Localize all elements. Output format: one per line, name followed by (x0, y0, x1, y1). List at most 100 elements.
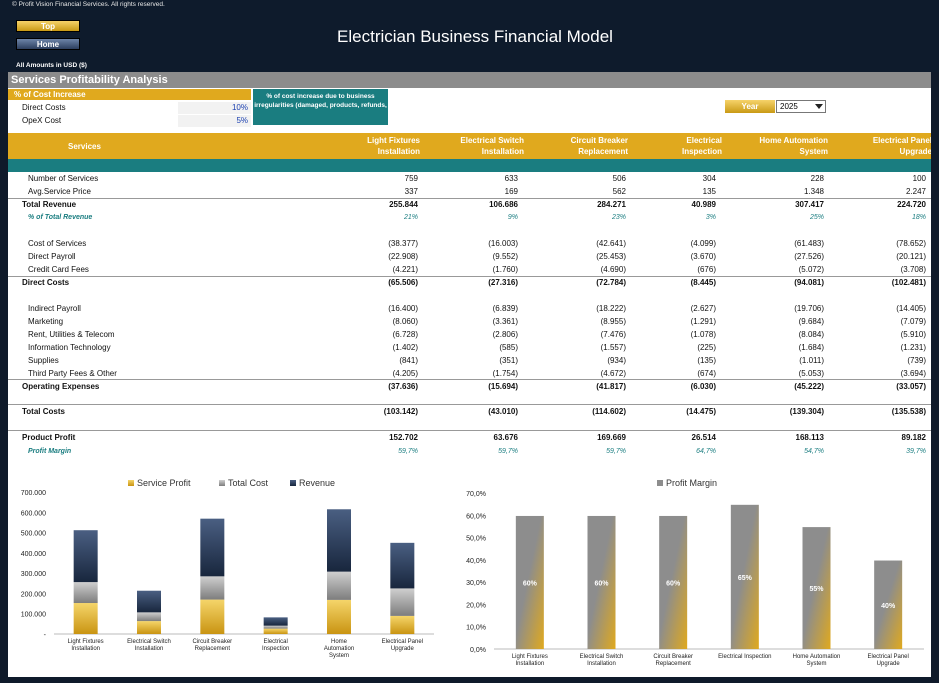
y-tick-label: 60,0% (466, 513, 486, 520)
bar-profit-margin (874, 560, 903, 649)
table-row: Indirect Payroll (16.400) (6.839) (18.222) (… (8, 303, 931, 315)
data-label: 40% (881, 603, 896, 610)
table-cell: (1.402) (392, 343, 418, 352)
table-cell: 337 (404, 187, 418, 196)
row-divider (8, 198, 931, 199)
table-row: Product Profit 152.702 63.676 169.669 26.514… (8, 432, 931, 444)
row-label: Total Revenue (22, 200, 77, 209)
column-header: Electrical Switch Installation (424, 135, 524, 157)
bar-total-cost (137, 612, 161, 622)
table-cell: (43.010) (488, 407, 518, 416)
table-cell: (8.445) (690, 278, 716, 287)
y-tick-label: 500.000 (21, 531, 46, 538)
table-cell: 106.686 (489, 200, 518, 209)
table-cell: (4.099) (690, 239, 716, 248)
table-cell: (6.030) (690, 382, 716, 391)
table-cell: (4.672) (600, 369, 626, 378)
table-cell: 304 (702, 174, 716, 183)
opex-cost-label: OpeX Cost (22, 116, 62, 125)
table-cell: 25% (809, 214, 824, 221)
x-tick-label: Electrical Switch (580, 654, 624, 660)
table-cell: (114.602) (592, 407, 626, 416)
bar-revenue (200, 518, 225, 577)
table-cell: (37.636) (388, 382, 418, 391)
column-header: Home Automation System (728, 135, 828, 157)
table-cell: (1.291) (690, 317, 716, 326)
profit-margin-chart: 0,0% 10,0% 20,0% 30,0% 40,0% 50,0% 60,0% 70,0% 6… (448, 472, 931, 677)
revenue-cost-chart: - 100.000 200.000 300.000 400.000 500.000 600.… (8, 472, 438, 677)
table-row: Number of Services 759 633 506 304 228 100 (8, 173, 931, 185)
x-tick-label: Installation (135, 646, 164, 652)
table-cell: 255.844 (389, 200, 418, 209)
row-label: Operating Expenses (22, 382, 100, 391)
legend-label: Service Profit (137, 478, 191, 488)
table-cell: (674) (697, 369, 716, 378)
table-row: Direct Costs (65.506) (27.316) (72.784) (8.4… (8, 277, 931, 289)
table-row: Third Party Fees & Other (4.205) (1.754) (4… (8, 368, 931, 380)
table-cell: 1.348 (803, 187, 824, 196)
table-cell: (1.078) (690, 330, 716, 339)
table-cell: (16.400) (388, 304, 418, 313)
worksheet: Services Profitability Analysis % of Cos… (8, 72, 931, 677)
x-tick-label: Replacement (195, 646, 231, 652)
table-cell: (1.557) (600, 343, 626, 352)
direct-costs-input[interactable]: 10% (178, 102, 251, 114)
table-cell: 169 (504, 187, 518, 196)
legend-label: Profit Margin (666, 478, 717, 488)
table-cell: (1.011) (799, 356, 824, 365)
home-button[interactable]: Home (16, 38, 80, 50)
x-tick-label: Circuit Breaker (653, 654, 693, 660)
table-row: Credit Card Fees (4.221) (1.760) (4.690) (67… (8, 264, 931, 276)
column-header: Light Fixtures Installation (320, 135, 420, 157)
year-dropdown[interactable]: 2025 (776, 100, 826, 113)
column-header-line2: Installation (481, 147, 524, 156)
row-label: Third Party Fees & Other (28, 369, 117, 378)
table-cell: (3.361) (492, 317, 518, 326)
services-column-header: Services (68, 142, 101, 151)
table-row: Direct Payroll (22.908) (9.552) (25.453) (3.… (8, 251, 931, 263)
table-row: Supplies (841) (351) (934) (135) (1.011) (739) (8, 355, 931, 367)
table-cell: 89.182 (901, 433, 926, 442)
x-tick-label: Automation (324, 646, 354, 652)
y-tick-label: 600.000 (21, 510, 46, 517)
cost-increase-header: % of Cost Increase (8, 89, 251, 100)
bar-service-profit (263, 628, 288, 634)
legend-swatch (128, 480, 134, 486)
x-tick-label: Upgrade (391, 646, 415, 652)
table-cell: (2.806) (492, 330, 518, 339)
top-button[interactable]: Top (16, 20, 80, 32)
column-header-line1: Home Automation (759, 136, 828, 145)
row-label: Supplies (28, 356, 59, 365)
bar-revenue (263, 617, 288, 626)
table-cell: (45.222) (794, 382, 824, 391)
direct-costs-label: Direct Costs (22, 103, 66, 112)
x-tick-label: Electrical Panel (382, 639, 423, 645)
table-cell: 506 (612, 174, 626, 183)
table-cell: (61.483) (794, 239, 824, 248)
table-cell: (3.708) (900, 265, 926, 274)
table-cell: (3.670) (690, 252, 716, 261)
x-tick-label: Home (331, 639, 348, 645)
table-cell: (16.003) (488, 239, 518, 248)
table-row: Avg.Service Price 337 169 562 135 1.348 2.247 (8, 186, 931, 198)
column-header-line2: Installation (377, 147, 420, 156)
opex-cost-input[interactable]: 5% (178, 115, 251, 127)
row-label: Direct Payroll (28, 252, 76, 261)
bar-service-profit (137, 621, 161, 634)
legend-label: Revenue (299, 478, 335, 488)
data-label: 60% (523, 580, 538, 587)
table-row: Information Technology (1.402) (585) (1.557… (8, 342, 931, 354)
column-header-line1: Light Fixtures (367, 136, 420, 145)
bar-profit-margin (802, 527, 831, 649)
table-cell: (135.538) (891, 407, 926, 416)
row-label: Profit Margin (28, 448, 72, 455)
currency-note: All Amounts in USD ($) (16, 62, 87, 69)
table-cell: (94.081) (794, 278, 824, 287)
row-divider (8, 430, 931, 431)
chevron-down-icon[interactable] (815, 104, 823, 109)
legend-label: Total Cost (228, 478, 269, 488)
table-cell: (5.910) (900, 330, 926, 339)
bar-revenue (73, 530, 98, 583)
table-cell: (5.072) (798, 265, 824, 274)
table-cell: (18.222) (596, 304, 626, 313)
